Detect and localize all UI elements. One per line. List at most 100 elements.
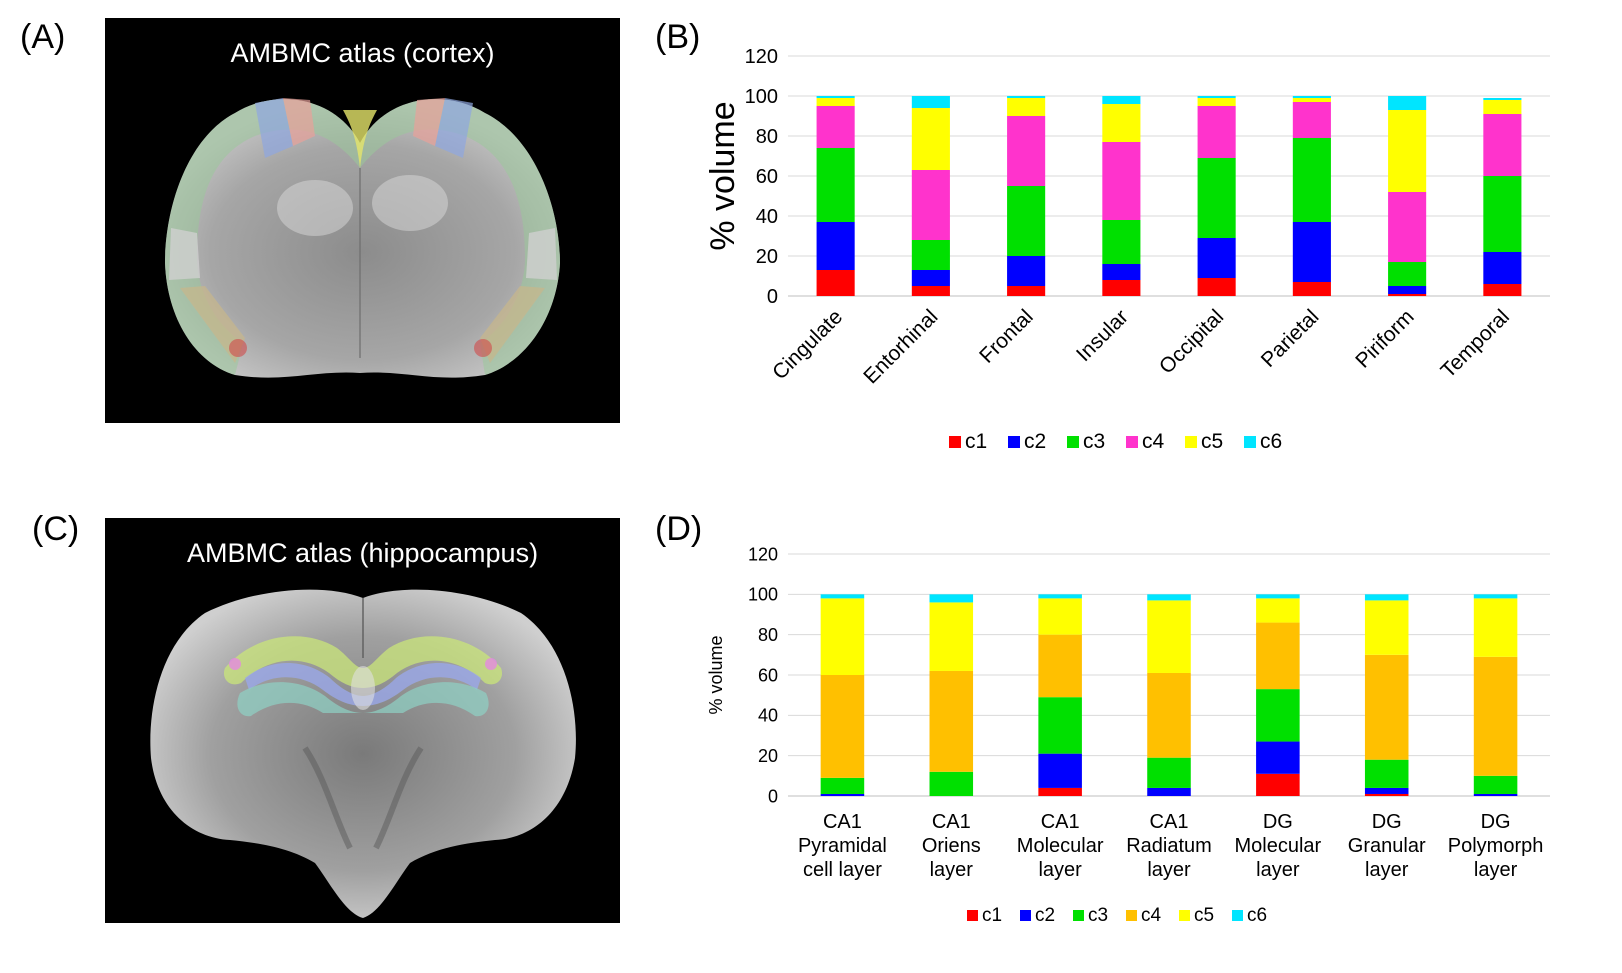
y-tick-label: 120 xyxy=(748,544,778,564)
bar-segment-c2 xyxy=(1483,252,1522,284)
bar-segment-c4 xyxy=(929,670,974,772)
legend-swatch-c6 xyxy=(1232,910,1243,921)
bar-segment-c1 xyxy=(1102,280,1141,296)
bar-segment-c4 xyxy=(1147,672,1191,758)
x-tick-label: Entorhinal xyxy=(859,305,942,388)
cortex-atlas-title: AMBMC atlas (cortex) xyxy=(230,38,495,68)
x-tick-label: Molecular xyxy=(1017,835,1104,857)
bar-segment-c3 xyxy=(1292,138,1331,222)
bar-segment-c6 xyxy=(1147,594,1191,601)
bar-segment-c2 xyxy=(1102,264,1141,280)
hippocampus-atlas-title: AMBMC atlas (hippocampus) xyxy=(186,538,539,568)
x-tick-label: DG xyxy=(1372,811,1402,833)
y-tick-label: 100 xyxy=(745,86,778,108)
bar-segment-c4 xyxy=(1197,106,1236,158)
legend-swatch-c4 xyxy=(1126,436,1138,448)
bar-segment-c5 xyxy=(816,98,855,106)
x-tick-label: layer xyxy=(1038,859,1082,881)
bar-segment-c5 xyxy=(929,602,974,671)
bar-segment-c6 xyxy=(816,96,855,98)
bar-segment-c1 xyxy=(1388,294,1427,296)
legend-swatch-c3 xyxy=(1067,436,1079,448)
bar-segment-c6 xyxy=(1256,594,1300,599)
bar-segment-c5 xyxy=(1364,600,1409,655)
x-tick-label: CA1 xyxy=(1150,811,1189,833)
bar-segment-c1 xyxy=(1483,284,1522,296)
legend-swatch-c5 xyxy=(1185,436,1197,448)
legend-swatch-c2 xyxy=(1020,910,1031,921)
bar-segment-c4 xyxy=(816,106,855,148)
bar-segment-c4 xyxy=(1292,102,1331,138)
bar-segment-c6 xyxy=(1483,98,1522,100)
y-tick-label: 0 xyxy=(768,786,778,806)
x-tick-label: Occipital xyxy=(1155,305,1228,378)
bar-segment-c2 xyxy=(1256,741,1300,774)
bar-segment-c3 xyxy=(1102,220,1141,264)
bar-segment-c3 xyxy=(1473,775,1518,794)
bar-segment-c2 xyxy=(1388,286,1427,294)
bar-segment-c1 xyxy=(1292,282,1331,296)
legend-label-c3: c3 xyxy=(1088,905,1108,926)
y-axis-label: % volume xyxy=(706,635,726,714)
bar-segment-c5 xyxy=(1292,98,1331,102)
hippocampus-atlas-image: AMBMC atlas (hippocampus) xyxy=(105,518,620,923)
bar-segment-c2 xyxy=(1147,787,1191,796)
bar-segment-c6 xyxy=(929,594,974,603)
bar-segment-c5 xyxy=(1007,98,1046,116)
y-tick-label: 80 xyxy=(756,126,778,148)
bar-segment-c5 xyxy=(911,108,950,170)
bar-segment-c3 xyxy=(1256,689,1300,742)
y-tick-label: 0 xyxy=(767,286,778,308)
panel-label-c: (C) xyxy=(32,510,80,548)
bar-segment-c3 xyxy=(1147,757,1191,788)
legend-label-c6: c6 xyxy=(1247,905,1267,926)
legend-swatch-c2 xyxy=(1008,436,1020,448)
bar-segment-c5 xyxy=(1197,98,1236,106)
bar-segment-c3 xyxy=(1483,176,1522,252)
bar-segment-c5 xyxy=(1038,598,1082,635)
legend-label-c5: c5 xyxy=(1194,905,1214,926)
bar-segment-c4 xyxy=(1007,116,1046,186)
bar-segment-c5 xyxy=(1147,600,1191,673)
y-tick-label: 20 xyxy=(758,746,778,766)
x-tick-label: layer xyxy=(930,859,974,881)
bar-segment-c3 xyxy=(1007,186,1046,256)
bar-segment-c3 xyxy=(1364,759,1409,788)
legend-label-c4: c4 xyxy=(1141,905,1162,926)
bar-segment-c5 xyxy=(1256,598,1300,623)
bar-segment-c1 xyxy=(1007,286,1046,296)
bar-segment-c3 xyxy=(816,148,855,222)
bar-segment-c4 xyxy=(820,675,865,778)
bar-segment-c4 xyxy=(1364,654,1409,760)
y-tick-label: 60 xyxy=(756,166,778,188)
bar-segment-c4 xyxy=(1473,656,1518,776)
x-tick-label: Radiatum xyxy=(1126,835,1212,857)
legend-swatch-c1 xyxy=(949,436,961,448)
x-tick-label: Cingulate xyxy=(768,305,847,384)
bar-segment-c4 xyxy=(1388,192,1427,262)
x-tick-label: CA1 xyxy=(1041,811,1080,833)
legend-swatch-c1 xyxy=(967,910,978,921)
bar-segment-c3 xyxy=(1197,158,1236,238)
panel-label-a: (A) xyxy=(20,18,66,56)
x-tick-label: CA1 xyxy=(932,811,971,833)
legend-label-c1: c1 xyxy=(982,905,1002,926)
bar-segment-c3 xyxy=(929,771,974,796)
y-tick-label: 100 xyxy=(748,585,778,605)
bar-segment-c6 xyxy=(820,594,865,599)
bar-segment-c3 xyxy=(911,240,950,270)
bar-segment-c5 xyxy=(1388,110,1427,192)
bar-segment-c6 xyxy=(1292,96,1331,98)
x-tick-label: layer xyxy=(1256,859,1300,881)
bar-segment-c6 xyxy=(1473,594,1518,599)
legend-label-c4: c4 xyxy=(1142,430,1165,453)
cortex-atlas-image: AMBMC atlas (cortex) xyxy=(105,18,620,423)
x-tick-label: layer xyxy=(1474,859,1518,881)
bar-segment-c4 xyxy=(1483,114,1522,176)
panel-label-b: (B) xyxy=(655,18,701,56)
legend-swatch-c3 xyxy=(1073,910,1084,921)
bar-segment-c2 xyxy=(1038,753,1082,788)
x-tick-label: Oriens xyxy=(922,835,981,857)
panel-label-d: (D) xyxy=(655,510,703,548)
legend-label-c2: c2 xyxy=(1024,430,1046,453)
